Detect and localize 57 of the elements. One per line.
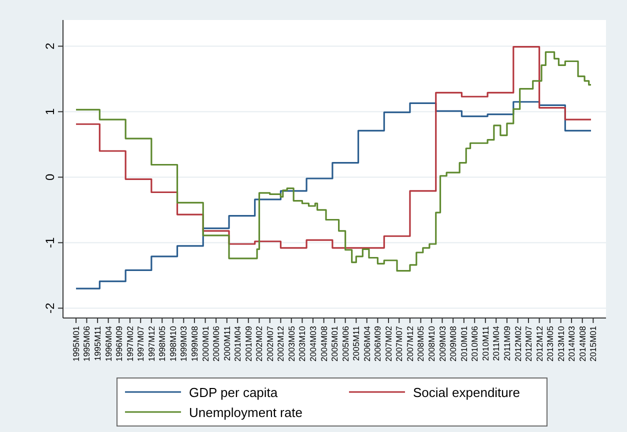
- x-tick-label: 2013M10: [556, 326, 566, 362]
- x-tick-label: 2000M11: [222, 326, 232, 361]
- x-tick-label: 2011M09: [502, 326, 512, 361]
- x-tick-label: 1997M12: [146, 326, 156, 362]
- x-tick-label: 1997M07: [136, 326, 146, 362]
- x-tick-label: 2015M01: [588, 326, 598, 362]
- x-tick-label: 2008M05: [416, 326, 426, 362]
- x-tick-label: 1996M09: [114, 326, 124, 362]
- x-tick-label: 2002M07: [264, 326, 275, 362]
- y-tick-label: -1: [43, 237, 57, 248]
- x-tick-label: 2004M03: [308, 326, 318, 362]
- legend-label: GDP per capita: [189, 385, 278, 400]
- x-tick-label: 2005M11: [351, 326, 362, 361]
- x-tick-label: 2013M05: [545, 326, 555, 362]
- legend-label: Social expenditure: [413, 385, 520, 400]
- x-tick-label: 1997M02: [124, 326, 135, 362]
- x-tick-label: 2014M03: [566, 326, 577, 362]
- x-tick-label: 1999M03: [178, 326, 189, 362]
- x-tick-label: 2006M09: [372, 326, 383, 362]
- x-tick-label: 2014M08: [577, 326, 588, 362]
- x-tick-label: 2007M07: [394, 326, 404, 362]
- x-tick-label: 2001M04: [232, 326, 243, 362]
- y-tick-label: 0: [43, 174, 57, 181]
- x-tick-label: 2010M11: [480, 326, 490, 361]
- x-tick-label: 2009M08: [448, 326, 458, 362]
- x-tick-label: 2008M10: [426, 326, 437, 362]
- x-tick-label: 2011M04: [491, 326, 502, 361]
- x-tick-label: 2002M02: [254, 326, 264, 362]
- x-tick-label: 2000M01: [200, 326, 210, 362]
- x-tick-label: 2010M06: [470, 326, 480, 362]
- x-tick-label: 2009M03: [437, 326, 448, 362]
- legend-label: Unemployment rate: [189, 405, 302, 420]
- x-tick-label: 2000M06: [211, 326, 222, 362]
- x-tick-label: 1995M01: [71, 326, 82, 362]
- x-tick-label: 2002M12: [276, 326, 286, 362]
- y-tick-label: 1: [43, 108, 57, 116]
- x-tick-label: 2005M06: [340, 326, 350, 362]
- x-tick-label: 2003M05: [286, 326, 296, 362]
- x-tick-label: 1996M04: [103, 326, 114, 362]
- x-tick-label: 1995M11: [92, 326, 103, 361]
- x-tick-label: 2003M10: [297, 326, 308, 362]
- x-tick-label: 2006M04: [362, 326, 372, 362]
- x-tick-label: 1999M08: [189, 326, 200, 362]
- x-tick-label: 2001M09: [243, 326, 254, 362]
- x-tick-label: 2005M01: [330, 326, 340, 362]
- x-tick-label: 2007M02: [384, 326, 394, 362]
- x-tick-label: 2012M02: [512, 326, 523, 362]
- x-tick-label: 2004M08: [318, 326, 329, 362]
- x-tick-label: 1998M05: [157, 326, 168, 362]
- x-tick-label: 1998M10: [168, 326, 178, 362]
- x-tick-label: 2012M12: [534, 326, 544, 362]
- y-tick-label: 2: [43, 42, 57, 50]
- x-tick-label: 2010M01: [458, 326, 469, 362]
- x-tick-label: 2007M12: [404, 326, 415, 362]
- x-tick-label: 1995M06: [82, 326, 92, 362]
- x-tick-label: 2012M07: [523, 326, 534, 362]
- y-tick-label: -2: [43, 302, 57, 314]
